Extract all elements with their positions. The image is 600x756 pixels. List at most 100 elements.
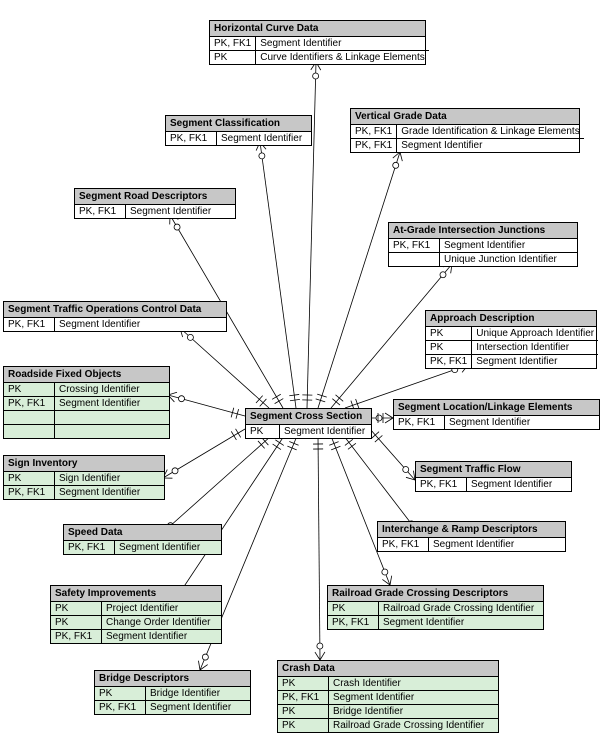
entity-title: Bridge Descriptors	[95, 671, 250, 687]
entity-approach-description: Approach DescriptionPKUnique Approach Id…	[425, 310, 597, 369]
entity-interchange-ramp: Interchange & Ramp DescriptorsPK, FK1Seg…	[377, 521, 566, 552]
entity-horizontal-curve: Horizontal Curve DataPK, FK1Segment Iden…	[209, 20, 426, 65]
entity-title: Crash Data	[278, 661, 498, 677]
key-cell: PK, FK1	[426, 355, 472, 369]
entity-title: Segment Cross Section	[246, 409, 371, 425]
entity-bridge-descriptors: Bridge DescriptorsPKBridge IdentifierPK,…	[94, 670, 251, 715]
entity-rows: PK, FK1Segment Identifier	[394, 416, 599, 429]
attr-cell: Railroad Grade Crossing Identifier	[379, 602, 544, 616]
key-cell: PK, FK1	[351, 139, 397, 153]
entity-rows: PK, FK1Segment Identifier	[4, 318, 226, 331]
attr-cell: Segment Identifier	[126, 205, 236, 218]
entity-railroad-descriptors: Railroad Grade Crossing DescriptorsPKRai…	[327, 585, 544, 630]
entity-rows: PK, FK1Segment Identifier	[64, 541, 221, 554]
entity-location-linkage: Segment Location/Linkage ElementsPK, FK1…	[393, 399, 600, 430]
entity-segment-classification: Segment ClassificationPK, FK1Segment Ide…	[165, 115, 312, 146]
attr-cell: Project Identifier	[102, 602, 222, 616]
entity-traffic-operations: Segment Traffic Operations Control DataP…	[3, 301, 227, 332]
entity-rows: PKCrossing IdentifierPK, FK1Segment Iden…	[4, 383, 169, 438]
attr-cell: Segment Identifier	[280, 425, 372, 438]
entity-rows: PK, FK1Segment Identifier	[75, 205, 235, 218]
entity-title: Segment Traffic Flow	[416, 462, 571, 478]
attr-cell: Segment Identifier	[467, 478, 572, 491]
attr-cell: Segment Identifier	[440, 239, 578, 253]
key-cell: PK	[246, 425, 280, 438]
entity-title: Segment Road Descriptors	[75, 189, 235, 205]
entity-title: Approach Description	[426, 311, 596, 327]
entity-at-grade-junctions: At-Grade Intersection JunctionsPK, FK1Se…	[388, 222, 578, 267]
key-cell: PK, FK1	[394, 416, 445, 429]
key-cell: PK	[210, 51, 256, 65]
key-cell: PK, FK1	[75, 205, 126, 218]
entity-roadside-fixed: Roadside Fixed ObjectsPKCrossing Identif…	[3, 366, 170, 439]
attr-cell: Intersection Identifier	[472, 341, 598, 355]
attr-cell: Segment Identifier	[379, 616, 544, 630]
entity-title: Safety Improvements	[51, 586, 221, 602]
entity-title: Segment Location/Linkage Elements	[394, 400, 599, 416]
entity-rows: PKCrash IdentifierPK, FK1Segment Identif…	[278, 677, 498, 732]
key-cell: PK, FK1	[351, 125, 397, 139]
attr-cell: Crash Identifier	[329, 677, 499, 691]
attr-cell: Change Order Identifier	[102, 616, 222, 630]
attr-cell: Crossing Identifier	[55, 383, 170, 397]
entity-sign-inventory: Sign InventoryPKSign IdentifierPK, FK1Se…	[3, 455, 165, 500]
entity-road-descriptors: Segment Road DescriptorsPK, FK1Segment I…	[74, 188, 236, 219]
key-cell: PK	[278, 719, 329, 733]
key-cell: PK, FK1	[64, 541, 115, 554]
key-cell: PK	[278, 705, 329, 719]
attr-cell: Segment Identifier	[55, 397, 170, 411]
entity-title: Roadside Fixed Objects	[4, 367, 169, 383]
entity-rows: PKUnique Approach IdentifierPKIntersecti…	[426, 327, 598, 368]
key-cell: PK, FK1	[4, 397, 55, 411]
key-cell: PK, FK1	[4, 486, 55, 500]
key-cell: PK, FK1	[51, 630, 102, 644]
entity-rows: PKSign IdentifierPK, FK1Segment Identifi…	[4, 472, 164, 499]
entity-crash-data: Crash DataPKCrash IdentifierPK, FK1Segme…	[277, 660, 499, 733]
attr-cell: Unique Approach Identifier	[472, 327, 598, 341]
key-cell: PK	[426, 327, 472, 341]
key-cell: PK	[278, 677, 329, 691]
attr-cell: Sign Identifier	[55, 472, 165, 486]
entity-title: Sign Inventory	[4, 456, 164, 472]
entity-title: Railroad Grade Crossing Descriptors	[328, 586, 543, 602]
entity-title: Horizontal Curve Data	[210, 21, 425, 37]
attr-cell: Segment Identifier	[429, 538, 566, 551]
key-cell: PK, FK1	[95, 701, 146, 715]
key-cell	[389, 253, 440, 267]
key-cell: PK, FK1	[210, 37, 256, 51]
key-cell: PK	[328, 602, 379, 616]
entity-rows: PK, FK1Segment Identifier	[166, 132, 311, 145]
entity-traffic-flow: Segment Traffic FlowPK, FK1Segment Ident…	[415, 461, 572, 492]
attr-cell: Curve Identifiers & Linkage Elements	[256, 51, 429, 65]
entity-title: At-Grade Intersection Junctions	[389, 223, 577, 239]
key-cell: PK	[51, 616, 102, 630]
key-cell: PK, FK1	[389, 239, 440, 253]
attr-cell: Segment Identifier	[217, 132, 312, 145]
attr-cell: Segment Identifier	[55, 486, 165, 500]
entity-vertical-grade: Vertical Grade DataPK, FK1Grade Identifi…	[350, 108, 580, 153]
entity-rows: PK, FK1Segment Identifier	[416, 478, 571, 491]
entity-title: Vertical Grade Data	[351, 109, 579, 125]
entity-rows: PK, FK1Grade Identification & Linkage El…	[351, 125, 584, 152]
key-cell: PK	[95, 687, 146, 701]
attr-cell: Bridge Identifier	[329, 705, 499, 719]
key-cell: PK, FK1	[378, 538, 429, 551]
entity-rows: PKRailroad Grade Crossing IdentifierPK, …	[328, 602, 543, 629]
attr-cell: Segment Identifier	[115, 541, 222, 554]
entity-rows: PK, FK1Segment IdentifierUnique Junction…	[389, 239, 577, 266]
entity-rows: PK, FK1Segment IdentifierPKCurve Identif…	[210, 37, 429, 64]
key-cell: PK, FK1	[328, 616, 379, 630]
attr-cell: Segment Identifier	[102, 630, 222, 644]
attr-cell: Segment Identifier	[146, 701, 251, 715]
entity-title: Speed Data	[64, 525, 221, 541]
key-cell: PK, FK1	[4, 318, 55, 331]
entity-title: Interchange & Ramp Descriptors	[378, 522, 565, 538]
attr-cell: Bridge Identifier	[146, 687, 251, 701]
attr-cell: Segment Identifier	[397, 139, 584, 153]
attr-cell: Segment Identifier	[445, 416, 600, 429]
key-cell: PK, FK1	[278, 691, 329, 705]
key-cell: PK	[4, 383, 55, 397]
entity-rows: PK, FK1Segment Identifier	[378, 538, 565, 551]
entity-title: Segment Classification	[166, 116, 311, 132]
entity-speed-data: Speed DataPK, FK1Segment Identifier	[63, 524, 222, 555]
